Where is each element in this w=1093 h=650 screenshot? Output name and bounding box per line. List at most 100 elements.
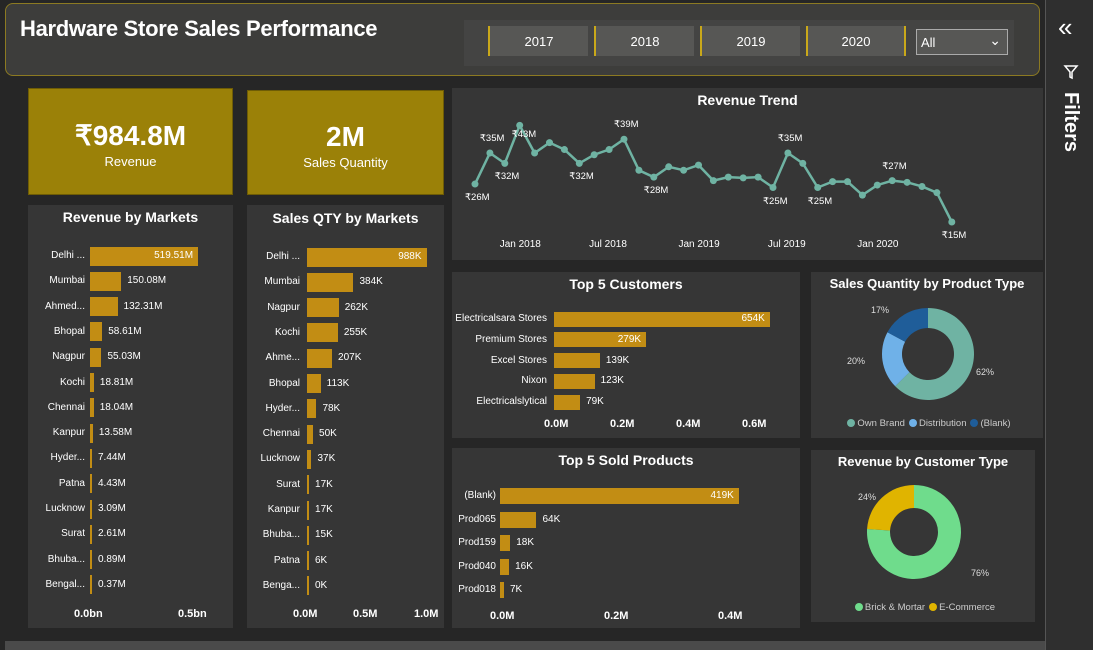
data-point[interactable] bbox=[680, 166, 688, 174]
x-tick-label: Jan 2019 bbox=[678, 239, 720, 250]
bar-category-label: Prod159 bbox=[458, 537, 496, 548]
data-point[interactable] bbox=[590, 151, 598, 159]
donut-slice[interactable] bbox=[867, 485, 914, 531]
double-chevron-left-icon[interactable]: « bbox=[1058, 12, 1073, 42]
data-point[interactable] bbox=[516, 121, 524, 129]
top-products-chart: Top 5 Sold Products (Blank) 419K Prod065 64K… bbox=[452, 448, 800, 628]
bar-category-label: Bhopal bbox=[268, 377, 300, 389]
top-customers-chart: Top 5 Customers Electricalsara Stores 654K… bbox=[452, 272, 800, 438]
data-point[interactable] bbox=[739, 174, 747, 182]
bar bbox=[307, 500, 310, 520]
data-point[interactable] bbox=[814, 184, 822, 191]
bar bbox=[90, 575, 92, 595]
x-tick-label: 0.0M bbox=[293, 608, 318, 620]
bar-value-label: 279K bbox=[617, 333, 642, 345]
bar-category-label: Ahme... bbox=[265, 352, 300, 364]
year-button-2017[interactable]: 2017 bbox=[488, 26, 588, 56]
x-tick-label: Jan 2018 bbox=[499, 239, 541, 250]
bar bbox=[90, 322, 103, 342]
x-tick-label: 0.0M bbox=[544, 418, 569, 430]
data-point[interactable] bbox=[560, 146, 568, 154]
bar-value-label: 0K bbox=[315, 579, 328, 591]
year-slicer: 2017 2018 2019 2020 All ⌄ bbox=[464, 20, 1014, 66]
data-point[interactable] bbox=[531, 149, 539, 157]
data-point[interactable] bbox=[888, 177, 896, 185]
bar-category-label: Patna bbox=[58, 477, 85, 489]
bar bbox=[307, 525, 309, 545]
data-point[interactable] bbox=[799, 159, 807, 167]
data-point[interactable] bbox=[769, 184, 777, 191]
year-button-2020[interactable]: 2020 bbox=[806, 26, 906, 56]
bar bbox=[90, 448, 92, 468]
point-label: ₹15M bbox=[941, 230, 967, 241]
bar-category-label: Bhuba... bbox=[47, 553, 85, 565]
point-label: ₹26M bbox=[465, 192, 490, 204]
data-point[interactable] bbox=[873, 181, 881, 189]
data-point[interactable] bbox=[903, 178, 911, 186]
donut-slice[interactable] bbox=[895, 308, 974, 400]
bar-category-label: Nagpur bbox=[267, 301, 300, 313]
bar-category-label: Premium Stores bbox=[475, 333, 547, 345]
bar-value-label: 17K bbox=[315, 504, 333, 515]
x-tick-label: Jan 2020 bbox=[857, 239, 899, 250]
slice-label: 62% bbox=[976, 367, 995, 377]
sales-qty-by-markets-chart: Sales QTY by Markets Delhi ... 988K Mumbai 3… bbox=[247, 205, 444, 628]
bar-value-label: 150.08M bbox=[127, 275, 167, 287]
horizontal-scrollbar[interactable] bbox=[5, 641, 1045, 650]
bar bbox=[307, 449, 312, 469]
x-tick-label: 0.2M bbox=[610, 418, 635, 430]
bar bbox=[554, 394, 581, 410]
kpi-label: Revenue bbox=[104, 154, 157, 169]
data-point[interactable] bbox=[575, 159, 583, 167]
year-dropdown[interactable]: All ⌄ bbox=[916, 29, 1008, 55]
year-button-2018[interactable]: 2018 bbox=[594, 26, 694, 56]
data-point[interactable] bbox=[665, 163, 673, 171]
data-point[interactable] bbox=[501, 159, 509, 167]
filters-label[interactable]: Filters bbox=[1060, 92, 1082, 153]
data-point[interactable] bbox=[546, 139, 553, 147]
data-point[interactable] bbox=[784, 149, 792, 157]
bar bbox=[500, 558, 510, 575]
bar bbox=[307, 424, 314, 444]
revenue-line bbox=[473, 122, 953, 223]
chart-title: Top 5 Customers bbox=[569, 276, 683, 292]
donut bbox=[867, 485, 961, 579]
bar-value-label: 262K bbox=[344, 301, 369, 313]
data-point[interactable] bbox=[844, 178, 851, 186]
x-tick-label: 0.4M bbox=[718, 610, 743, 622]
sales-qty-by-product-type-chart: Sales Quantity by Product Type 62% 20% 17% O… bbox=[811, 272, 1043, 438]
data-point[interactable] bbox=[754, 173, 762, 181]
data-point[interactable] bbox=[948, 218, 956, 226]
kpi-revenue: ₹984.8M Revenue bbox=[28, 88, 233, 195]
legend-dot bbox=[908, 419, 917, 427]
year-button-2019[interactable]: 2019 bbox=[700, 26, 800, 56]
chart-title: Revenue by Customer Type bbox=[837, 454, 1009, 469]
data-point[interactable] bbox=[471, 180, 479, 188]
legend-label: Brick & Mortar bbox=[864, 602, 926, 613]
data-point[interactable] bbox=[695, 161, 702, 169]
revenue-by-customer-type-chart: Revenue by Customer Type 76% 24% Brick & Mo… bbox=[811, 450, 1035, 622]
data-point[interactable] bbox=[709, 177, 717, 185]
bar-value-label: 15K bbox=[315, 529, 333, 541]
data-point[interactable] bbox=[650, 173, 658, 181]
data-point[interactable] bbox=[635, 166, 643, 174]
bar-category-label: Kochi bbox=[274, 326, 300, 338]
data-point[interactable] bbox=[858, 191, 866, 199]
x-tick-label: 0.2M bbox=[604, 610, 629, 622]
bar-category-label: Chennai bbox=[262, 428, 300, 440]
bar-category-label: Electricalsara Stores bbox=[455, 313, 547, 324]
x-tick-label: 0.5M bbox=[353, 608, 378, 620]
filters-pane: « Filters bbox=[1045, 0, 1093, 650]
data-point[interactable] bbox=[933, 189, 941, 197]
donut-slice[interactable] bbox=[867, 485, 961, 579]
data-point[interactable] bbox=[829, 178, 837, 186]
data-point[interactable] bbox=[605, 146, 613, 154]
data-point[interactable] bbox=[486, 149, 494, 157]
donut-slice[interactable] bbox=[887, 308, 928, 342]
data-point[interactable] bbox=[918, 182, 926, 190]
bar-value-label: 384K bbox=[359, 276, 383, 288]
data-point[interactable] bbox=[620, 135, 628, 143]
data-point[interactable] bbox=[724, 173, 732, 181]
donut-slice[interactable] bbox=[882, 332, 910, 387]
bar-value-label: 16K bbox=[515, 560, 533, 572]
